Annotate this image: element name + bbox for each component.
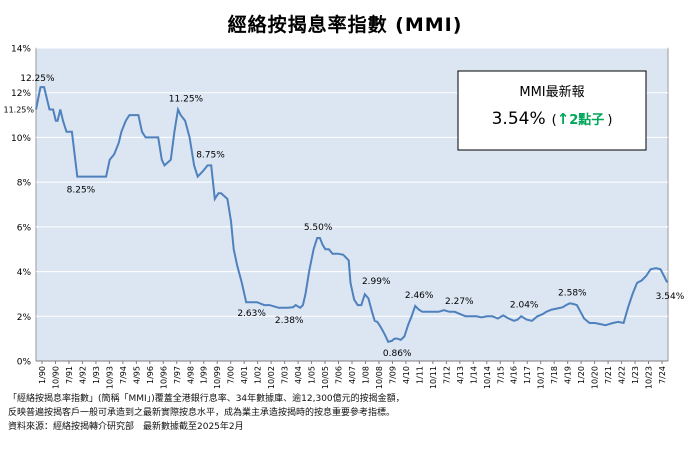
y-tick-label: 0%	[17, 358, 32, 368]
x-tick-label: 4/07	[348, 366, 357, 384]
x-tick-label: 7/09	[388, 366, 397, 384]
x-tick-label: 1/14	[469, 366, 478, 384]
callout-close-paren: )	[607, 113, 612, 128]
x-tick-label: 1/05	[308, 366, 317, 384]
data-label: 12.25%	[20, 74, 55, 84]
footnote-line: 「經絡按揭息率指數」(簡稱「MMI」)覆蓋全港銀行息率、34年數據庫、逾12,3…	[8, 394, 405, 404]
mmi-series-line	[35, 86, 669, 343]
x-tick-label: 7/21	[604, 366, 613, 384]
data-label: 2.27%	[445, 297, 474, 307]
data-label: 2.04%	[510, 300, 539, 310]
x-tick-label: 1/96	[146, 366, 155, 384]
data-label: 2.38%	[275, 316, 304, 326]
x-tick-label: 10/23	[645, 366, 654, 389]
x-tick-label: 7/97	[173, 366, 182, 384]
x-tick-label: 7/12	[442, 366, 451, 384]
x-tick-label: 1/08	[361, 366, 370, 384]
x-tick-label: 4/98	[186, 366, 195, 384]
x-tick-label: 1/17	[523, 366, 532, 384]
latest-mmi-callout: MMI最新報 3.54% (↑2點子)	[457, 70, 647, 151]
x-axis: 1/90 10/90 7/91 4/92 1/93 10/93 7/94 4/95 1/96 10…	[38, 361, 667, 389]
x-tick-label: 4/10	[402, 366, 411, 384]
x-tick-label: 4/16	[510, 366, 519, 384]
data-label: 0.86%	[383, 349, 412, 359]
x-tick-label: 10/08	[375, 366, 384, 389]
x-tick-label: 4/92	[78, 366, 87, 384]
y-tick-label: 4%	[17, 268, 32, 278]
x-tick-label: 10/14	[483, 366, 492, 389]
data-label: 11.25%	[3, 105, 34, 114]
callout-value: 3.54%	[492, 109, 546, 129]
footnote-line: 資料來源：經絡按揭轉介研究部 最新數據截至2025年2月	[8, 422, 244, 432]
x-tick-label: 7/94	[119, 366, 128, 384]
x-tick-label: 1/99	[200, 366, 209, 384]
x-tick-label: 10/02	[267, 366, 276, 389]
callout-heading: MMI最新報	[519, 84, 584, 100]
x-tick-label: 1/90	[38, 366, 47, 384]
x-tick-label: 10/20	[591, 366, 600, 389]
callout-change: 2點子	[569, 112, 604, 128]
y-tick-label: 6%	[17, 223, 32, 233]
data-label: 8.25%	[67, 186, 96, 196]
x-tick-label: 1/20	[577, 366, 586, 384]
up-arrow-icon: ↑	[557, 110, 570, 128]
footnote-line: 反映普遍按揭客戶一般可承造到之最新實際按息水平，成為業主承造按揭時的按息重要參考…	[8, 408, 396, 418]
y-axis: 0% 2% 4% 6% 8% 10% 12% 14%	[11, 45, 31, 368]
callout-box	[457, 70, 647, 151]
x-tick-label: 7/24	[658, 366, 667, 384]
x-tick-label: 4/22	[618, 366, 627, 384]
x-tick-label: 4/13	[456, 366, 465, 384]
x-tick-label: 10/96	[159, 366, 168, 389]
x-tick-label: 7/06	[335, 366, 344, 384]
x-tick-label: 7/03	[281, 366, 290, 384]
y-tick-label: 12%	[11, 89, 31, 99]
x-tick-label: 4/01	[240, 366, 249, 384]
data-label: 2.46%	[405, 291, 434, 301]
data-labels: 12.25% 11.25% 8.25% 11.25% 8.75% 2.63% 2.38% 5.…	[3, 74, 684, 359]
y-tick-label: 2%	[17, 313, 32, 323]
y-tick-label: 14%	[11, 45, 31, 55]
x-tick-label: 1/93	[92, 366, 101, 384]
x-tick-label: 10/93	[105, 366, 114, 389]
x-tick-label: 10/90	[51, 366, 60, 389]
x-tick-label: 4/95	[132, 366, 141, 384]
data-label: 3.54%	[656, 292, 685, 302]
x-tick-label: 10/05	[321, 366, 330, 389]
x-tick-label: 7/91	[65, 366, 74, 384]
x-tick-label: 10/99	[213, 366, 222, 389]
footnotes: 「經絡按揭息率指數」(簡稱「MMI」)覆蓋全港銀行息率、34年數據庫、逾12,3…	[8, 392, 688, 434]
y-tick-label: 10%	[11, 134, 31, 144]
x-tick-label: 1/02	[254, 366, 263, 384]
data-label: 2.99%	[362, 277, 391, 287]
callout-open-paren: (	[552, 113, 557, 128]
callout-change-line: 3.54% (↑2點子)	[492, 109, 613, 129]
data-label: 2.58%	[558, 288, 587, 298]
data-label: 5.50%	[304, 223, 333, 233]
x-tick-label: 10/11	[429, 366, 438, 389]
x-tick-label: 4/04	[294, 366, 303, 384]
x-tick-label: 10/17	[537, 366, 546, 389]
x-tick-label: 1/23	[631, 366, 640, 384]
x-tick-label: 1/11	[415, 366, 424, 384]
chart-title: 經絡按揭息率指數 (MMI)	[227, 14, 463, 36]
x-tick-label: 7/15	[496, 366, 505, 384]
data-label: 8.75%	[196, 150, 225, 160]
x-tick-label: 7/18	[550, 366, 559, 384]
data-label: 11.25%	[169, 94, 204, 104]
data-label: 2.63%	[237, 309, 266, 319]
x-tick-label: 7/00	[227, 366, 236, 384]
x-tick-label: 4/19	[564, 366, 573, 384]
y-tick-label: 8%	[17, 179, 32, 189]
